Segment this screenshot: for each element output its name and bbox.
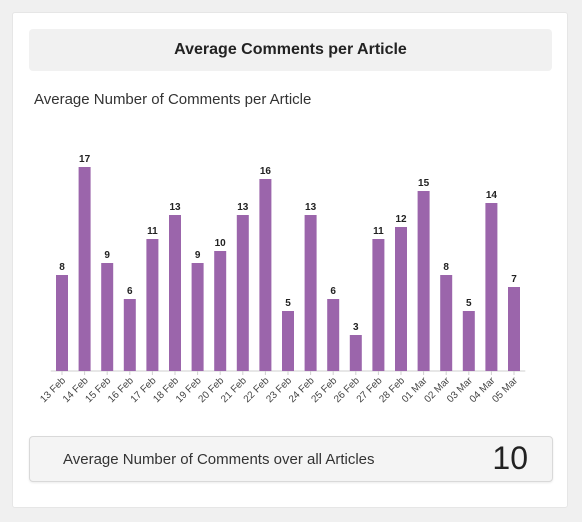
data-label: 5 (285, 298, 291, 309)
bar (169, 215, 181, 371)
bar (214, 251, 227, 371)
data-label: 7 (511, 274, 517, 285)
data-label: 15 (418, 178, 430, 189)
bar (123, 299, 136, 371)
bar (327, 299, 340, 371)
summary-value: 10 (492, 440, 528, 476)
bar (395, 227, 407, 371)
summary-label: Average Number of Comments over all Arti… (63, 451, 375, 468)
bar (485, 203, 498, 371)
data-label: 9 (195, 250, 201, 261)
data-label: 8 (443, 262, 449, 273)
bar (146, 239, 159, 371)
bar (191, 263, 204, 371)
bar (101, 263, 114, 371)
data-label: 10 (215, 238, 227, 249)
bar (56, 275, 68, 371)
bar (349, 335, 362, 371)
bar (259, 179, 272, 371)
data-label: 13 (237, 202, 249, 213)
data-label: 12 (395, 214, 407, 225)
bar (508, 287, 520, 371)
data-label: 9 (104, 250, 110, 261)
data-label: 14 (486, 190, 498, 201)
bar (78, 167, 91, 371)
bar (282, 311, 294, 371)
data-label: 5 (466, 298, 472, 309)
dashboard-card: Average Comments per Article Average Num… (12, 12, 568, 508)
bar (304, 215, 317, 371)
data-label: 17 (79, 154, 91, 165)
data-label: 3 (353, 322, 359, 333)
data-label: 13 (169, 202, 181, 213)
panel-header: Average Comments per Article (29, 29, 552, 71)
chart-title: Average Number of Comments per Article (34, 91, 312, 108)
data-label: 8 (59, 262, 65, 273)
bar (440, 275, 453, 371)
data-label: 13 (305, 202, 317, 213)
bar (462, 311, 475, 371)
bar (236, 215, 249, 371)
bar (417, 191, 430, 371)
data-label: 6 (127, 286, 133, 297)
data-label: 6 (330, 286, 336, 297)
data-label: 16 (260, 166, 272, 177)
bar (372, 239, 385, 371)
data-label: 11 (147, 226, 158, 237)
panel-title: Average Comments per Article (174, 41, 407, 58)
x-tick-label: 05 Mar (490, 375, 520, 405)
data-label: 11 (373, 226, 384, 237)
average-summary-box: Average Number of Comments over all Arti… (29, 436, 553, 482)
